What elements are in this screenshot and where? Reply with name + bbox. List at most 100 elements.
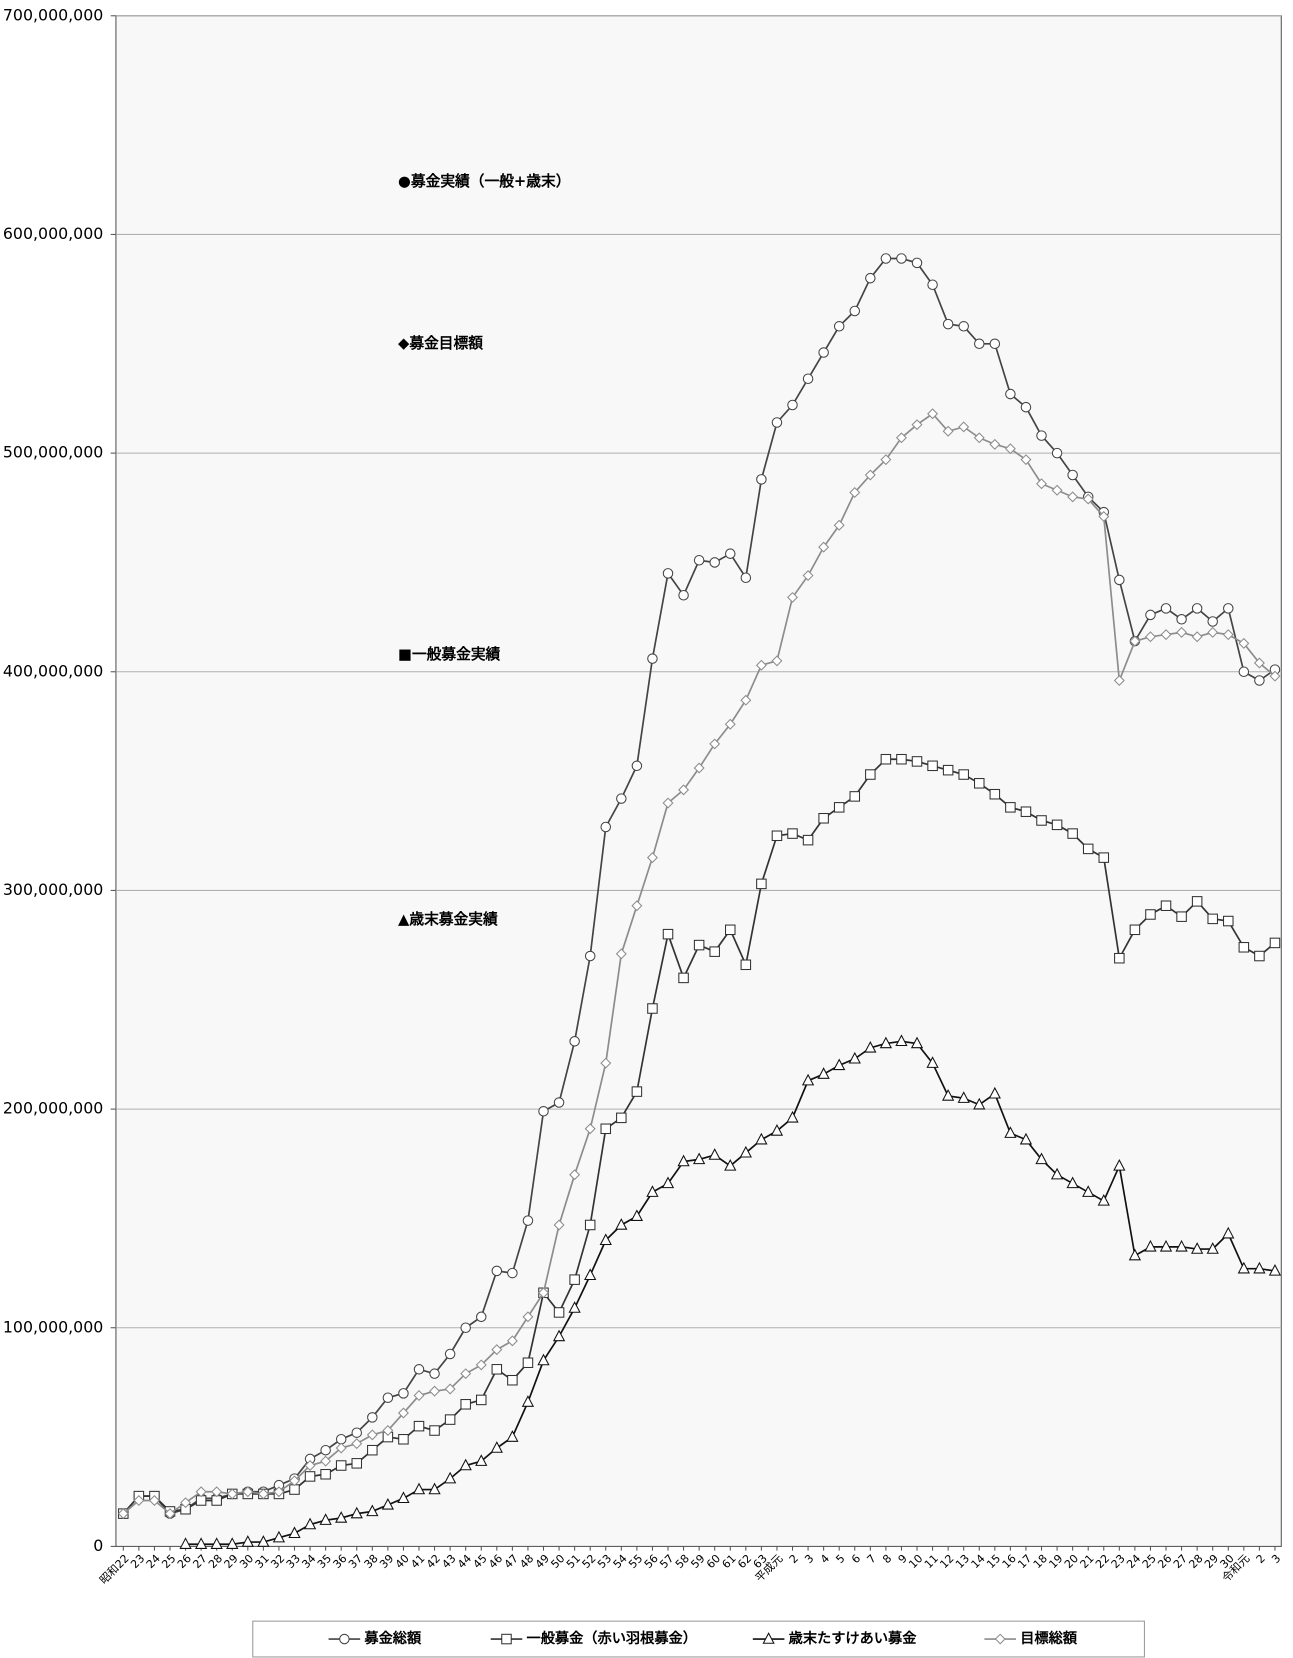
marker <box>771 655 783 667</box>
marker <box>1238 666 1250 678</box>
marker <box>818 813 829 824</box>
y-tick-label: 100,000,000 <box>3 1317 103 1336</box>
marker <box>164 1508 176 1520</box>
legend-label: 一般募金（赤い羽根募金） <box>526 1629 696 1647</box>
marker <box>366 1504 379 1517</box>
plot-area <box>115 15 1282 1547</box>
marker <box>974 338 985 350</box>
marker <box>646 1185 659 1197</box>
marker <box>398 1388 409 1399</box>
marker <box>584 1268 597 1281</box>
marker <box>911 756 923 767</box>
marker <box>1223 915 1234 927</box>
marker <box>709 557 720 568</box>
marker <box>1191 1242 1204 1254</box>
marker <box>429 1425 440 1436</box>
marker <box>739 1145 752 1158</box>
marker <box>740 959 752 971</box>
marker <box>895 432 907 444</box>
marker <box>257 1488 269 1500</box>
marker <box>1206 1242 1219 1254</box>
marker <box>1176 626 1188 638</box>
y-tick-label: 300,000,000 <box>3 880 103 899</box>
marker <box>242 1486 254 1498</box>
marker <box>210 1537 223 1549</box>
marker <box>864 1040 877 1053</box>
marker <box>958 321 969 332</box>
marker <box>507 1374 518 1386</box>
marker <box>631 1086 643 1097</box>
marker <box>522 1215 534 1226</box>
marker <box>989 438 1001 450</box>
y-tick-label: 700,000,000 <box>3 5 103 24</box>
marker <box>413 1364 425 1375</box>
marker <box>880 253 892 264</box>
marker <box>289 1475 300 1487</box>
marker <box>460 1322 471 1334</box>
marker <box>1005 802 1016 813</box>
marker <box>942 318 954 330</box>
marker <box>507 1267 518 1279</box>
marker <box>1114 952 1125 964</box>
marker <box>802 570 814 582</box>
marker <box>927 279 938 291</box>
marker <box>1098 511 1110 523</box>
legend: 募金総額 一般募金（赤い羽根募金） 歳末たすけあい募金 目標総額 <box>252 1620 1145 1658</box>
marker <box>849 305 861 317</box>
marker <box>1004 1126 1017 1138</box>
marker <box>320 1444 331 1456</box>
marker <box>833 321 845 332</box>
marker <box>1129 924 1141 936</box>
marker <box>303 1517 317 1530</box>
marker <box>429 1385 441 1397</box>
marker <box>1128 1248 1142 1261</box>
marker <box>756 878 767 890</box>
marker <box>973 432 985 444</box>
marker <box>444 1348 456 1360</box>
marker <box>1268 1263 1282 1276</box>
marker <box>272 1530 286 1543</box>
marker <box>1051 819 1063 831</box>
marker <box>117 1508 129 1520</box>
marker <box>351 1458 363 1469</box>
marker <box>1222 1226 1235 1239</box>
marker <box>678 972 689 984</box>
marker <box>1160 629 1172 641</box>
legend-label: 目標総額 <box>1020 1629 1078 1647</box>
marker <box>460 1399 471 1410</box>
marker <box>1113 675 1125 686</box>
marker <box>865 272 876 284</box>
marker <box>1253 1261 1266 1274</box>
marker <box>942 425 954 437</box>
marker <box>647 653 658 664</box>
marker <box>501 1633 512 1645</box>
marker <box>756 474 767 485</box>
marker <box>958 421 970 433</box>
marker <box>1175 1239 1188 1252</box>
marker <box>179 1537 192 1549</box>
marker <box>724 718 736 730</box>
marker <box>1269 670 1281 682</box>
marker <box>335 1511 348 1523</box>
marker <box>1051 484 1063 496</box>
marker <box>1254 950 1265 962</box>
marker <box>569 1169 581 1181</box>
marker <box>1222 629 1234 641</box>
x-tick-label: 3 <box>1269 1552 1283 1566</box>
x-tick-label: 2 <box>1254 1552 1268 1566</box>
marker <box>974 778 985 789</box>
marker <box>522 1311 534 1323</box>
marker <box>1176 614 1187 625</box>
x-tick-label: 6 <box>849 1552 863 1566</box>
y-tick-label: 600,000,000 <box>3 224 103 243</box>
marker <box>896 253 907 264</box>
marker <box>339 1633 350 1645</box>
annotation: ▲歳末募金実績 <box>398 910 498 928</box>
marker <box>787 828 798 839</box>
marker <box>412 1482 426 1495</box>
marker <box>1020 401 1032 413</box>
marker <box>958 769 969 780</box>
marker <box>678 589 689 601</box>
marker <box>787 591 798 603</box>
marker <box>1036 478 1047 490</box>
